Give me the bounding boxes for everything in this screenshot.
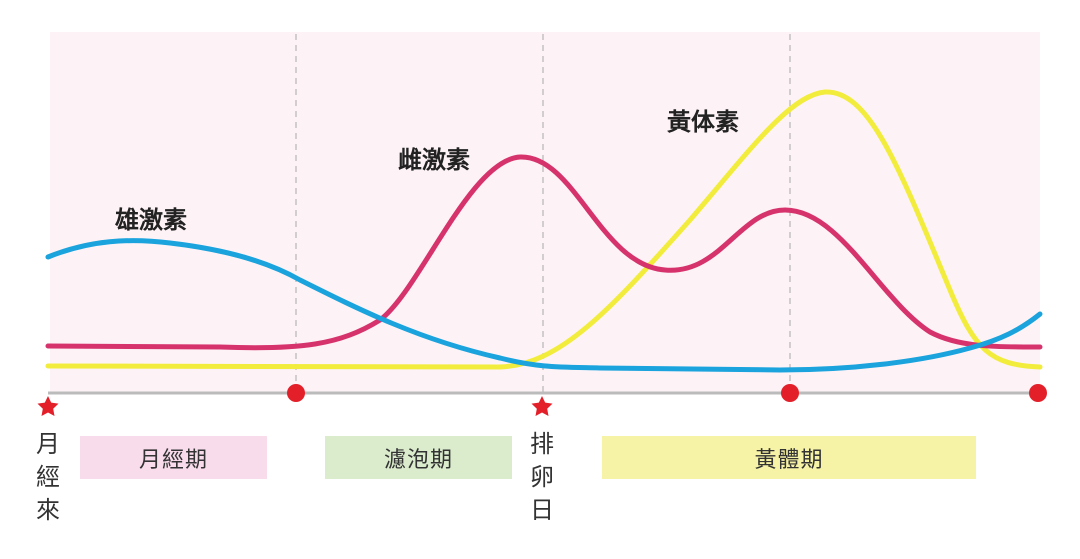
ovulation-char-2: 卵	[530, 463, 554, 491]
period-start-char-2: 經	[36, 463, 60, 491]
follicular-phase-label: 濾泡期	[383, 447, 453, 473]
luteal-phase-label: 黃體期	[754, 447, 824, 473]
progesterone-curve	[45, 89, 1043, 370]
cycle-end-dot	[1029, 384, 1047, 402]
period-start-char-3: 來	[36, 496, 60, 524]
progesterone-label: 黃体素	[667, 108, 739, 136]
estrogen-label: 雌激素	[398, 146, 470, 174]
ovulation-day-label: 排 卵 日	[527, 428, 557, 527]
menstrual-phase-label: 月經期	[138, 447, 208, 473]
luteal-phase-bar: 黃體期	[602, 436, 976, 479]
ovulation-char-1: 排	[530, 430, 554, 458]
period-start-char-1: 月	[36, 430, 60, 458]
androgen-curve	[45, 238, 1043, 373]
luteal-mid-dot	[781, 384, 799, 402]
hormone-curves-plot: 雄激素 雌激素 黃体素	[37, 32, 1047, 416]
menstrual-phase-bar: 月經期	[80, 436, 267, 479]
ovulation-char-3: 日	[530, 496, 554, 524]
plot-background	[50, 32, 1040, 394]
ovulation-star-marker	[531, 396, 553, 416]
period-start-label: 月 經 來	[33, 428, 63, 527]
androgen-label: 雄激素	[114, 206, 187, 234]
period-start-star-marker	[37, 396, 59, 416]
follicular-phase-bar: 濾泡期	[325, 436, 512, 479]
follicular-start-dot	[287, 384, 305, 402]
